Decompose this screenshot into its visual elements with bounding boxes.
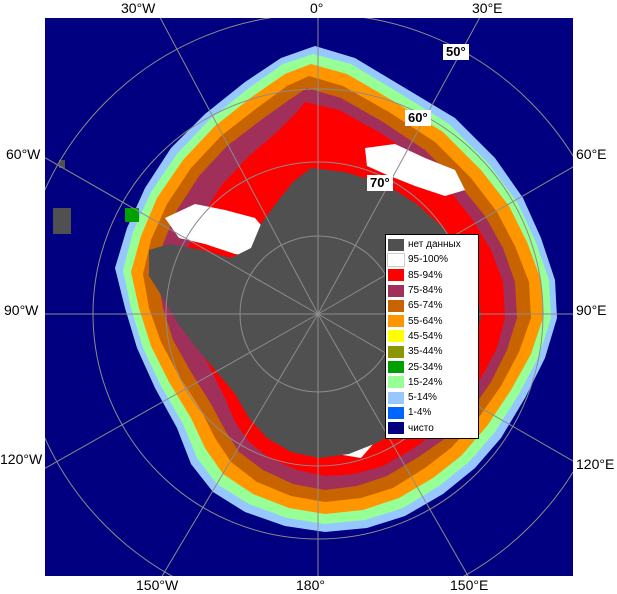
legend-swatch	[388, 269, 404, 282]
latitude-label-50: 50°	[443, 44, 469, 60]
lon-label-180: 180°	[296, 577, 325, 593]
legend-item: 55-64%	[388, 313, 478, 328]
legend-label: 55-64%	[408, 315, 443, 327]
sea-ice-map-canvas	[45, 18, 573, 576]
legend-swatch	[388, 315, 404, 328]
legend-item: нет данных	[388, 237, 478, 252]
legend-item: 75-84%	[388, 283, 478, 298]
legend-swatch	[388, 376, 404, 389]
ice-white-patch	[365, 144, 465, 196]
legend-swatch	[388, 391, 404, 404]
legend-item: 5-14%	[388, 390, 478, 405]
lon-label-120e: 120°E	[576, 456, 615, 472]
lon-label-60w: 60°W	[6, 146, 41, 162]
legend-label: 65-74%	[408, 300, 443, 312]
legend-label: чисто	[408, 422, 434, 434]
legend-item: 45-54%	[388, 329, 478, 344]
latitude-label-70: 70°	[367, 175, 393, 191]
green-ice-patch	[125, 208, 139, 222]
legend-item: 65-74%	[388, 298, 478, 313]
legend-label: 1-4%	[408, 407, 432, 419]
ice-white-patch	[165, 204, 275, 258]
legend-item: 35-44%	[388, 344, 478, 359]
legend-label: нет данных	[408, 239, 461, 251]
no-data-patch	[59, 160, 65, 168]
legend-label: 45-54%	[408, 330, 443, 342]
legend-swatch	[387, 252, 405, 267]
lon-label-30w: 30°W	[121, 0, 156, 16]
lon-label-90w: 90°W	[4, 302, 39, 318]
legend: нет данных 95-100% 85-94% 75-84% 65-74% 55-64…	[385, 234, 479, 439]
legend-item: чисто	[388, 421, 478, 436]
legend-swatch	[388, 299, 404, 312]
legend-item: 85-94%	[388, 268, 478, 283]
legend-swatch	[388, 406, 404, 419]
legend-swatch	[388, 238, 404, 251]
lon-label-30e: 30°E	[472, 0, 503, 16]
legend-label: 75-84%	[408, 285, 443, 297]
legend-label: 95-100%	[408, 254, 449, 266]
legend-swatch	[388, 345, 404, 358]
lon-label-0: 0°	[310, 0, 324, 16]
latitude-label-60: 60°	[405, 110, 431, 126]
legend-swatch	[388, 330, 404, 343]
legend-item: 1-4%	[388, 405, 478, 420]
legend-swatch	[388, 422, 404, 435]
lon-label-120w: 120°W	[0, 451, 43, 467]
lon-label-150e: 150°E	[450, 577, 489, 593]
sea-ice-map: 50° 60° 70° нет данных 95-100% 85-94% 75-84…	[45, 18, 573, 576]
legend-label: 85-94%	[408, 269, 443, 281]
lon-label-60e: 60°E	[576, 146, 607, 162]
legend-label: 25-34%	[408, 361, 443, 373]
legend-swatch	[388, 361, 404, 374]
legend-swatch	[388, 284, 404, 297]
legend-item: 95-100%	[387, 252, 478, 267]
lon-label-150w: 150°W	[136, 577, 179, 593]
legend-item: 25-34%	[388, 359, 478, 374]
no-data-patch	[53, 208, 71, 234]
legend-label: 5-14%	[408, 392, 437, 404]
legend-label: 15-24%	[408, 376, 443, 388]
legend-label: 35-44%	[408, 346, 443, 358]
lon-label-90e: 90°E	[576, 302, 607, 318]
legend-item: 15-24%	[388, 375, 478, 390]
